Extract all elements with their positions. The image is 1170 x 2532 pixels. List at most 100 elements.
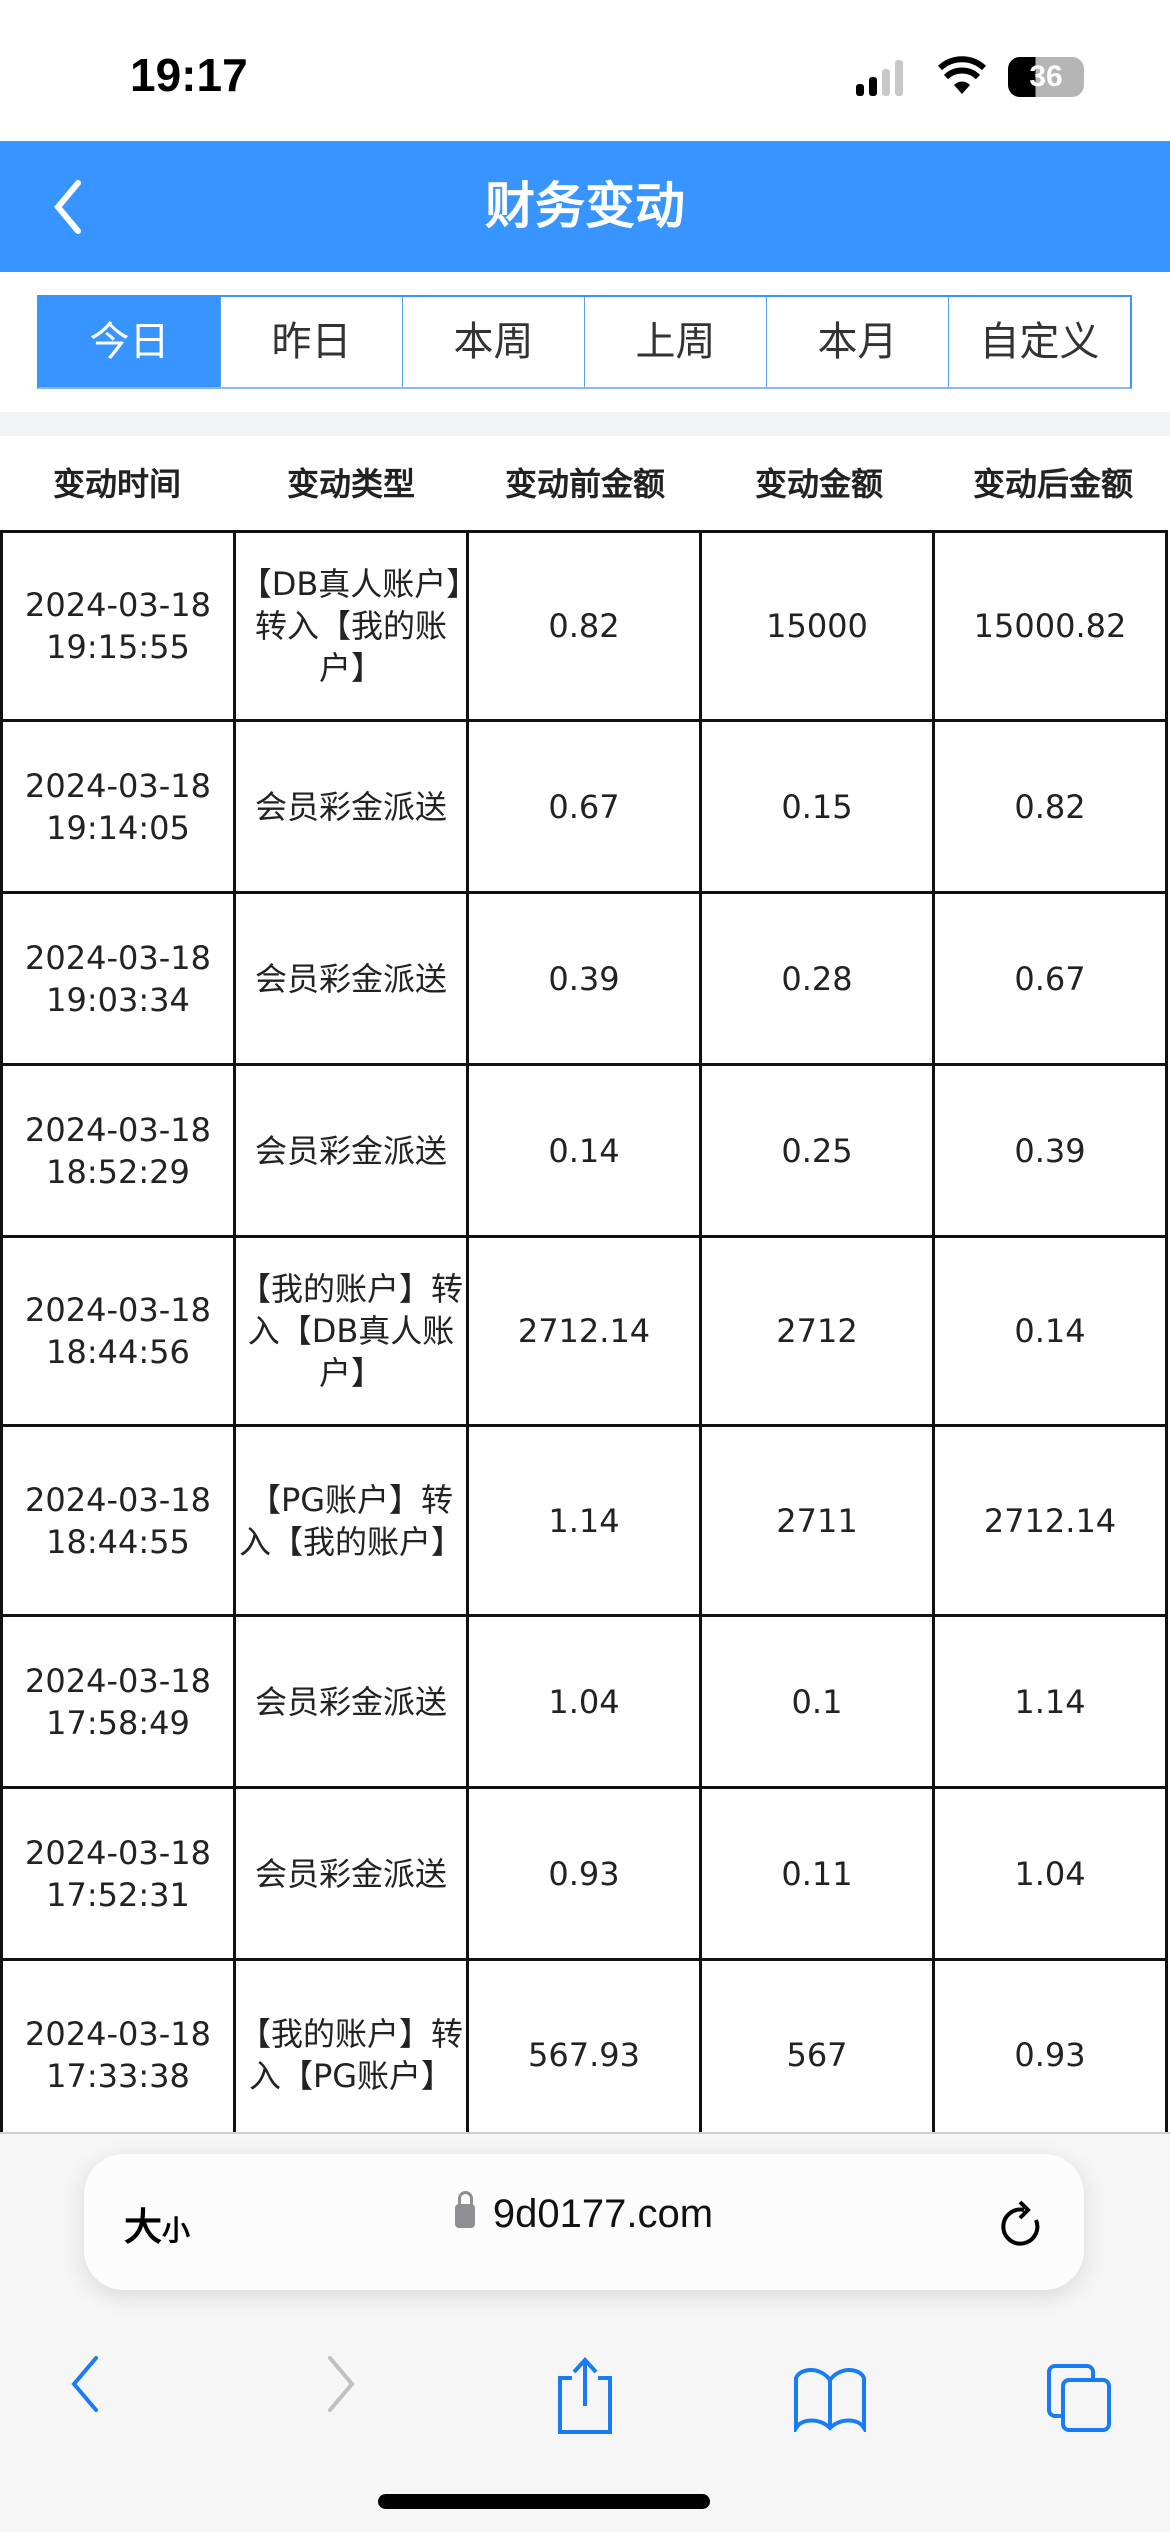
cell-amount: 0.28 (699, 891, 935, 1066)
cell-time: 17:58:49 (46, 1703, 190, 1742)
cell-type: 会员彩金派送 (233, 1614, 469, 1789)
cell-time: 2024-03-18 18:44:56 (0, 1235, 236, 1427)
cell-date: 2024-03-18 (25, 938, 211, 977)
address-bar[interactable]: 大小 9d0177.com (84, 2154, 1084, 2290)
back-icon[interactable] (66, 2354, 106, 2414)
cell-type: 【DB真人账户】转入【我的账户】 (233, 530, 469, 722)
cell-time: 2024-03-18 19:14:05 (0, 719, 236, 894)
cell-time: 2024-03-18 19:15:55 (0, 530, 236, 722)
cell-date: 2024-03-18 (25, 766, 211, 805)
column-header-after: 变动后金额 (972, 465, 1133, 503)
cell-amount: 0.1 (699, 1614, 935, 1789)
status-bar: 19:17 36 (0, 0, 1170, 141)
cell-after: 1.04 (932, 1786, 1168, 1961)
lock-icon (454, 2191, 475, 2229)
cell-time: 2024-03-18 17:52:31 (0, 1786, 236, 1961)
cell-time: 2024-03-18 19:03:34 (0, 891, 236, 1066)
cell-date: 2024-03-18 (25, 1661, 211, 1700)
cell-amount: 567 (699, 1958, 935, 2132)
cell-after: 2712.14 (932, 1424, 1168, 1617)
cell-before: 2712.14 (466, 1235, 702, 1427)
wifi-icon (938, 56, 986, 94)
tabs-icon[interactable] (1045, 2362, 1115, 2434)
table-header: 变动时间 变动类型 变动前金额 变动金额 变动后金额 (0, 436, 1170, 532)
column-header-amount: 变动金额 (754, 465, 883, 503)
cell-date: 2024-03-18 (25, 1291, 211, 1329)
cell-before: 567.93 (466, 1958, 702, 2132)
transactions-table[interactable]: 2024-03-18 19:15:55 【DB真人账户】转入【我的账户】 0.82 15… (0, 530, 1170, 2132)
table-row: 2024-03-18 19:14:05 会员彩金派送 0.67 0.15 0.82 (0, 719, 1168, 894)
chevron-left-icon[interactable] (44, 171, 104, 241)
column-header-before: 变动前金额 (504, 465, 665, 503)
cellular-signal-icon (856, 60, 903, 96)
cell-type: 会员彩金派送 (233, 1786, 469, 1961)
cell-type: 【PG账户】转入【我的账户】 (233, 1424, 469, 1617)
divider (0, 412, 1170, 436)
cell-after: 15000.82 (932, 530, 1168, 722)
column-header-type: 变动类型 (286, 465, 415, 503)
cell-before: 0.82 (466, 530, 702, 722)
tab-this-month[interactable]: 本月 (766, 297, 948, 387)
cell-time: 19:03:34 (46, 980, 190, 1019)
share-icon[interactable] (550, 2356, 620, 2436)
tab-yesterday[interactable]: 昨日 (220, 297, 402, 387)
cell-time: 17:52:31 (46, 1875, 190, 1914)
cell-before: 1.14 (466, 1424, 702, 1617)
column-header-time: 变动时间 (52, 465, 181, 503)
cell-type: 会员彩金派送 (233, 1063, 469, 1238)
cell-time: 2024-03-18 18:52:29 (0, 1063, 236, 1238)
cell-amount: 0.15 (699, 719, 935, 894)
battery-indicator: 36 (1008, 57, 1084, 97)
cell-date: 2024-03-18 (25, 1480, 211, 1519)
table-row: 2024-03-18 17:33:38 【我的账户】转入【PG账户】 567.93 56… (0, 1958, 1168, 2132)
cell-before: 1.04 (466, 1614, 702, 1789)
cell-date: 2024-03-18 (25, 2014, 211, 2053)
cell-date: 2024-03-18 (25, 586, 211, 624)
table-row: 2024-03-18 18:44:56 【我的账户】转入【DB真人账户】 2712.1… (0, 1235, 1168, 1427)
cell-time: 2024-03-18 17:58:49 (0, 1614, 236, 1789)
cell-after: 0.14 (932, 1235, 1168, 1427)
reload-icon[interactable] (1000, 2198, 1048, 2252)
cell-time: 18:44:56 (46, 1333, 190, 1371)
browser-toolbar: 大小 9d0177.com (0, 2132, 1170, 2532)
tab-custom[interactable]: 自定义 (948, 297, 1130, 387)
url-field[interactable]: 9d0177.com (84, 2191, 1084, 2237)
cell-date: 2024-03-18 (25, 1110, 211, 1149)
cell-time: 18:52:29 (46, 1152, 190, 1191)
tab-this-week[interactable]: 本周 (402, 297, 584, 387)
cell-type: 【我的账户】转入【DB真人账户】 (233, 1235, 469, 1427)
cell-date: 2024-03-18 (25, 1833, 211, 1872)
status-time: 19:17 (130, 49, 248, 101)
cell-time: 18:44:55 (46, 1522, 190, 1561)
table-row: 2024-03-18 19:03:34 会员彩金派送 0.39 0.28 0.67 (0, 891, 1168, 1066)
cell-amount: 2711 (699, 1424, 935, 1617)
cell-after: 0.93 (932, 1958, 1168, 2132)
forward-icon[interactable] (320, 2354, 360, 2414)
cell-time: 19:14:05 (46, 808, 190, 847)
tab-today[interactable]: 今日 (39, 297, 220, 387)
cell-after: 1.14 (932, 1614, 1168, 1789)
cell-before: 0.67 (466, 719, 702, 894)
table-row: 2024-03-18 18:44:55 【PG账户】转入【我的账户】 1.14 2711… (0, 1424, 1168, 1617)
cell-type: 会员彩金派送 (233, 891, 469, 1066)
cell-after: 0.67 (932, 891, 1168, 1066)
text-size-button[interactable]: 大小 (124, 2205, 191, 2249)
cell-after: 0.39 (932, 1063, 1168, 1238)
cell-before: 0.93 (466, 1786, 702, 1961)
bookmarks-icon[interactable] (790, 2366, 870, 2432)
cell-amount: 2712 (699, 1235, 935, 1427)
tab-last-week[interactable]: 上周 (584, 297, 766, 387)
table-row: 2024-03-18 18:52:29 会员彩金派送 0.14 0.25 0.39 (0, 1063, 1168, 1238)
date-filter-tabs: 今日 昨日 本周 上周 本月 自定义 (37, 295, 1132, 389)
table-row: 2024-03-18 17:58:49 会员彩金派送 1.04 0.1 1.14 (0, 1614, 1168, 1789)
cell-type: 会员彩金派送 (233, 719, 469, 894)
cell-time: 2024-03-18 17:33:38 (0, 1958, 236, 2132)
page-title: 财务变动 (485, 177, 685, 235)
cell-after: 0.82 (932, 719, 1168, 894)
table-row: 2024-03-18 17:52:31 会员彩金派送 0.93 0.11 1.04 (0, 1786, 1168, 1961)
cell-before: 0.14 (466, 1063, 702, 1238)
cell-amount: 0.11 (699, 1786, 935, 1961)
cell-time: 2024-03-18 18:44:55 (0, 1424, 236, 1617)
table-row: 2024-03-18 19:15:55 【DB真人账户】转入【我的账户】 0.82 15… (0, 530, 1168, 722)
app-header: 财务变动 (0, 141, 1170, 272)
